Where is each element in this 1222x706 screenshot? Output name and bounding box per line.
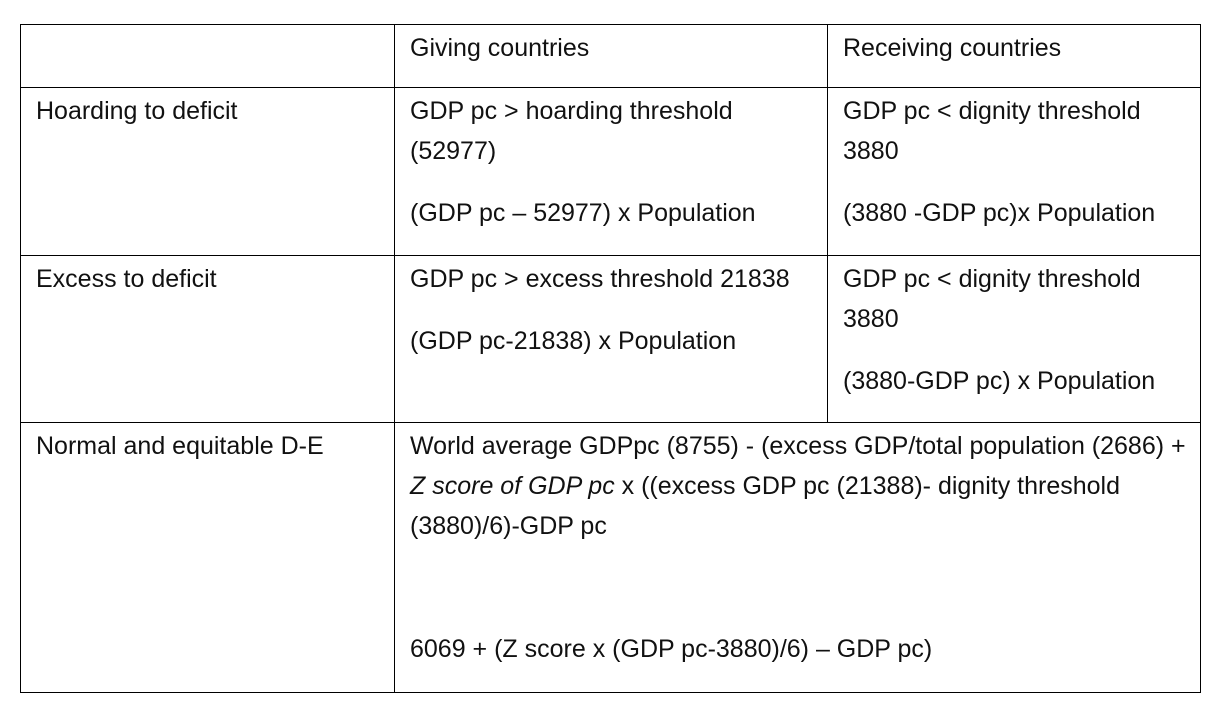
row-label-excess: Excess to deficit [20, 255, 395, 423]
threshold-table: Giving countries Receiving countries Hoa… [20, 24, 1201, 693]
cell-receiving-hoarding: GDP pc < dignity threshold 3880 (3880 -G… [827, 87, 1201, 256]
simplified-formula: 6069 + (Z score x (GDP pc-3880)/6) – GDP… [410, 635, 933, 663]
receiving-condition: GDP pc < dignity threshold 3880 [843, 265, 1141, 333]
row-label-normal-equitable: Normal and equitable D-E [20, 422, 395, 693]
full-formula: World average GDPpc (8755) - (excess GDP… [410, 426, 1186, 546]
formula-italic-term: Z score of GDP pc [410, 472, 615, 500]
receiving-formula: (3880 -GDP pc)x Population [843, 199, 1156, 227]
giving-formula: (GDP pc-21838) x Population [410, 327, 737, 355]
header-receiving-countries: Receiving countries [827, 24, 1201, 88]
formula-part-2: x ((excess GDP pc (21388)- dignity thres… [410, 472, 1120, 540]
giving-formula: (GDP pc – 52977) x Population [410, 199, 756, 227]
table-row: Normal and equitable D-E World average G… [20, 422, 1201, 693]
header-giving-countries: Giving countries [394, 24, 828, 88]
cell-giving-excess: GDP pc > excess threshold 21838 (GDP pc-… [394, 255, 828, 423]
table-row: Excess to deficit GDP pc > excess thresh… [20, 255, 1201, 423]
cell-normal-equitable-formula: World average GDPpc (8755) - (excess GDP… [394, 422, 1201, 693]
table-header-row: Giving countries Receiving countries [20, 24, 1201, 88]
cell-giving-hoarding: GDP pc > hoarding threshold (52977) (GDP… [394, 87, 828, 256]
row-label-hoarding: Hoarding to deficit [20, 87, 395, 256]
table-row: Hoarding to deficit GDP pc > hoarding th… [20, 87, 1201, 256]
receiving-formula: (3880-GDP pc) x Population [843, 367, 1156, 395]
header-empty-cell [20, 24, 395, 88]
cell-receiving-excess: GDP pc < dignity threshold 3880 (3880-GD… [827, 255, 1201, 423]
giving-condition: GDP pc > excess threshold 21838 [410, 265, 790, 293]
giving-condition: GDP pc > hoarding threshold (52977) [410, 97, 733, 165]
receiving-condition: GDP pc < dignity threshold 3880 [843, 97, 1141, 165]
formula-part-1: World average GDPpc (8755) - (excess GDP… [410, 432, 1186, 460]
